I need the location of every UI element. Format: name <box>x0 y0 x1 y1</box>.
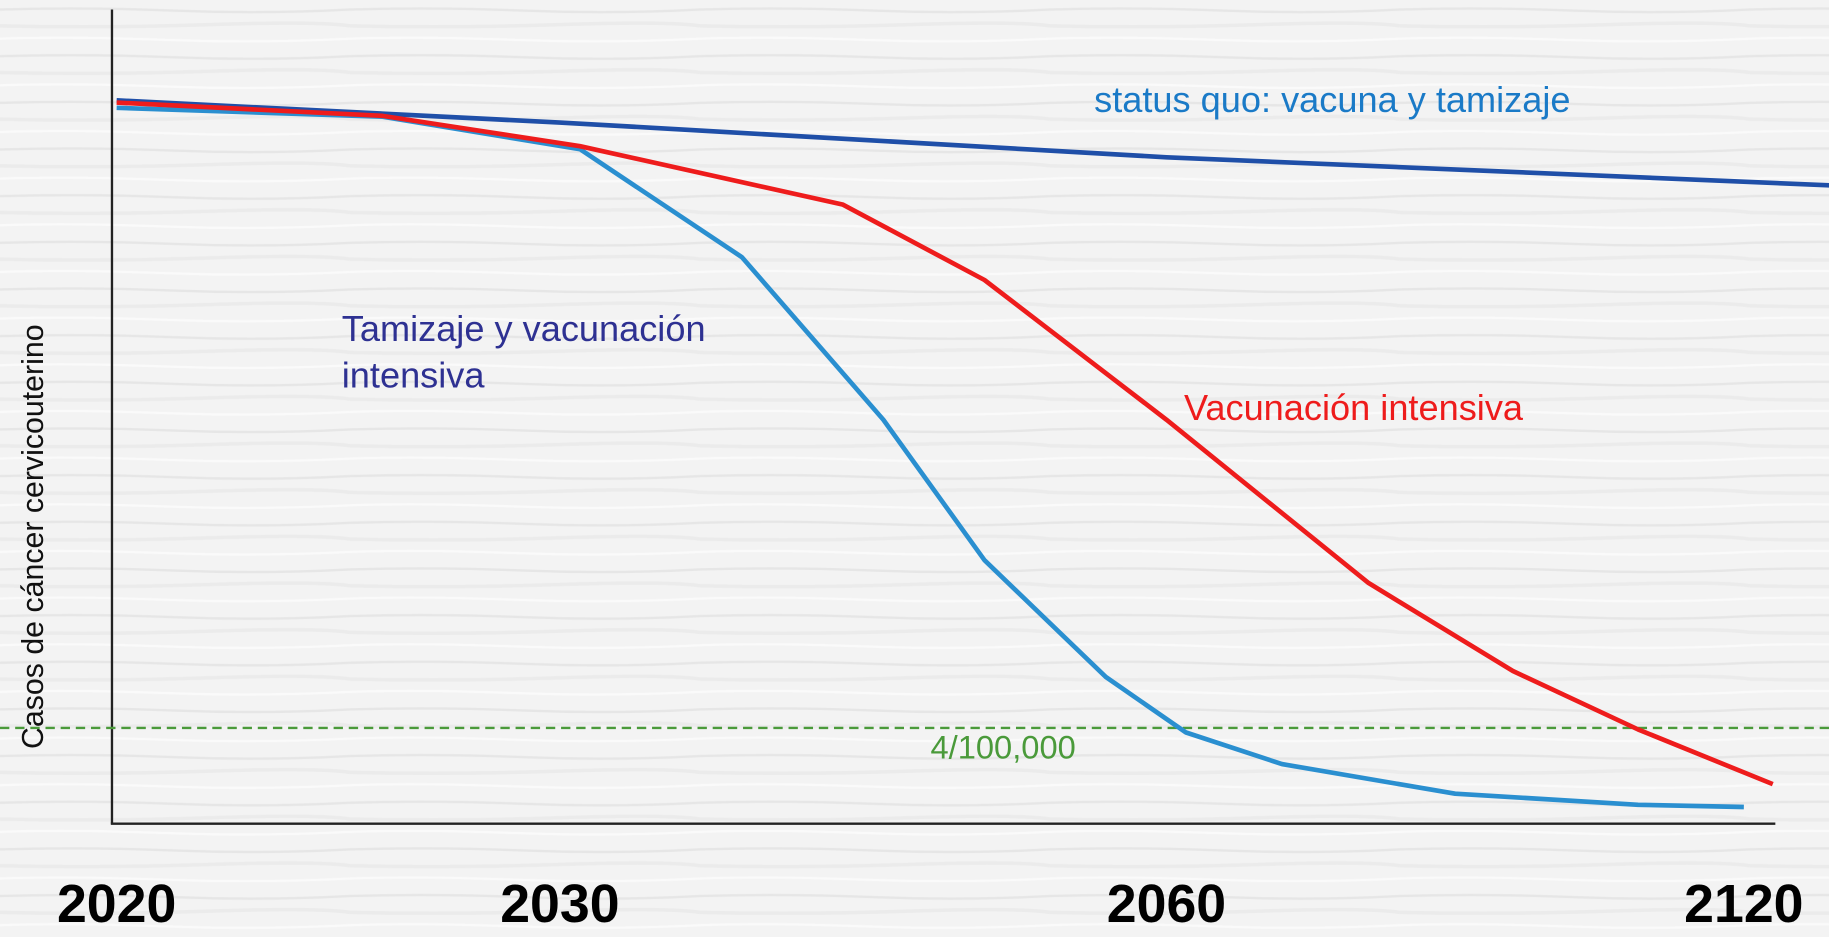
series-line <box>116 105 1744 810</box>
series-line <box>116 100 1774 787</box>
series-label: Vacunación intensiva <box>1183 387 1524 429</box>
y-axis-label: Casos de cáncer cervicouterino <box>17 324 50 749</box>
x-tick-label: 2060 <box>1107 874 1226 934</box>
x-tick-label: 2030 <box>500 874 619 934</box>
reference-label: 4/100,000 <box>931 729 1076 766</box>
series-label-box: status quo: vacuna y tamizaje <box>1094 79 1571 121</box>
series-label-box: Tamizaje y vacunación intensiva <box>341 308 706 396</box>
series-label: status quo: vacuna y tamizaje <box>1094 79 1571 121</box>
series-label: Tamizaje y vacunación intensiva <box>341 308 706 396</box>
x-tick-label: 2120 <box>1684 874 1803 934</box>
series-label-box: Vacunación intensiva <box>1183 387 1524 429</box>
x-tick-label: 2020 <box>57 874 176 934</box>
